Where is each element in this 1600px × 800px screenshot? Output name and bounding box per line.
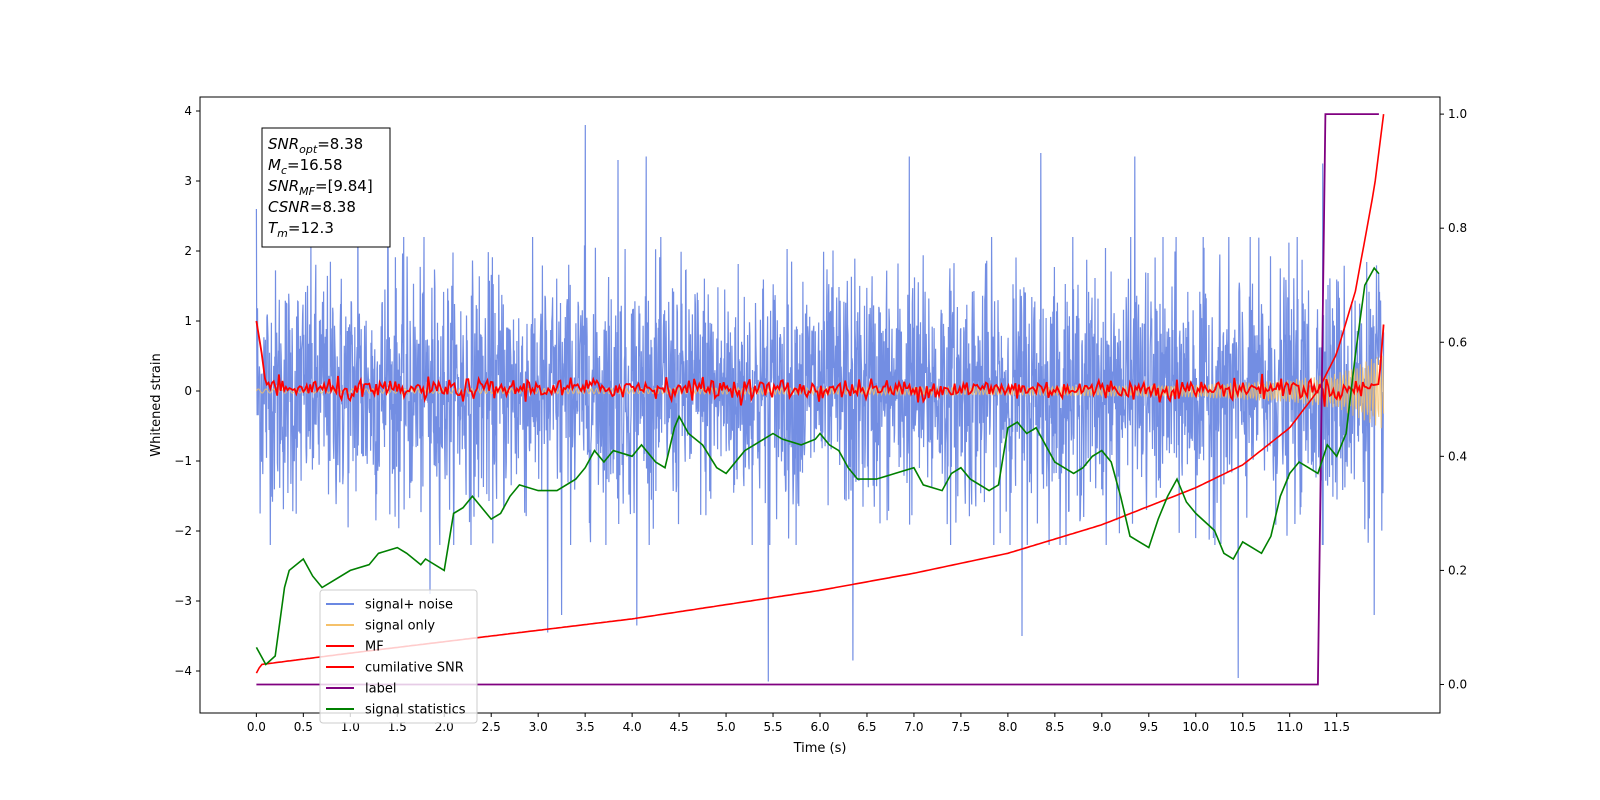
legend-entry-label: signal+ noise bbox=[365, 598, 453, 613]
y-tick-label: −1 bbox=[174, 454, 192, 468]
x-tick-label: 11.0 bbox=[1276, 720, 1303, 734]
legend-entry-label: MF bbox=[365, 640, 384, 655]
legend-entry-label: signal only bbox=[365, 619, 435, 634]
legend-entry-label: label bbox=[365, 682, 396, 697]
y-tick-label: 3 bbox=[184, 174, 192, 188]
x-tick-label: 7.5 bbox=[951, 720, 970, 734]
x-tick-label: 5.0 bbox=[717, 720, 736, 734]
x-tick-label: 4.0 bbox=[623, 720, 642, 734]
legend-frame bbox=[319, 589, 478, 724]
y2-tick-label: 0.6 bbox=[1448, 335, 1467, 349]
metrics-annotation-box: SNRopt=8.38Mc=16.58SNRMF=[9.84]CSNR=8.38… bbox=[261, 127, 391, 248]
y-tick-label: −3 bbox=[174, 594, 192, 608]
x-tick-label: 10.5 bbox=[1229, 720, 1256, 734]
y-tick-label: 0 bbox=[184, 384, 192, 398]
y-tick-label: −2 bbox=[174, 524, 192, 538]
y2-tick-label: 0.2 bbox=[1448, 563, 1467, 577]
y-axis-label: Whitened strain bbox=[149, 353, 164, 456]
annotation-frame bbox=[261, 127, 391, 248]
x-tick-label: 0.5 bbox=[294, 720, 313, 734]
legend-entry-label: cumilative SNR bbox=[365, 661, 464, 676]
y2-tick-label: 1.0 bbox=[1448, 107, 1467, 121]
x-tick-label: 4.5 bbox=[670, 720, 689, 734]
x-tick-label: 3.0 bbox=[529, 720, 548, 734]
legend-entry-label: signal statistics bbox=[365, 703, 466, 718]
x-tick-label: 2.5 bbox=[482, 720, 501, 734]
x-tick-label: 8.5 bbox=[1045, 720, 1064, 734]
series-mf-line bbox=[255, 320, 1385, 407]
x-tick-label: 5.5 bbox=[763, 720, 782, 734]
legend: signal+ noise signal only MF cumilative SNR… bbox=[319, 589, 478, 724]
y-tick-label: 2 bbox=[184, 244, 192, 258]
y-tick-label: 1 bbox=[184, 314, 192, 328]
y2-tick-label: 0.0 bbox=[1448, 677, 1467, 691]
annotation-line: Mc=16.58 bbox=[268, 156, 343, 177]
series-label-line bbox=[256, 113, 1379, 686]
x-tick-label: 9.0 bbox=[1092, 720, 1111, 734]
y2-tick-label: 0.8 bbox=[1448, 221, 1467, 235]
x-tick-label: 8.0 bbox=[998, 720, 1017, 734]
x-tick-label: 6.0 bbox=[810, 720, 829, 734]
x-tick-label: 9.5 bbox=[1139, 720, 1158, 734]
annotation-line: CSNR=8.38 bbox=[268, 198, 356, 216]
x-tick-label: 11.5 bbox=[1323, 720, 1350, 734]
annotation-line: SNRopt=8.38 bbox=[268, 135, 363, 156]
x-tick-label: 3.5 bbox=[576, 720, 595, 734]
x-axis-label: Time (s) bbox=[793, 741, 847, 756]
x-tick-label: 7.0 bbox=[904, 720, 923, 734]
annotation-line: Tm=12.3 bbox=[268, 219, 334, 240]
y2-tick-label: 0.4 bbox=[1448, 449, 1467, 463]
series-signal-statistics-line bbox=[255, 266, 1380, 666]
y-tick-label: 4 bbox=[184, 104, 192, 118]
x-tick-label: 6.5 bbox=[857, 720, 876, 734]
x-tick-label: 10.0 bbox=[1182, 720, 1209, 734]
y-tick-label: −4 bbox=[174, 664, 192, 678]
annotation-line: SNRMF=[9.84] bbox=[268, 177, 373, 198]
x-tick-label: 0.0 bbox=[247, 720, 266, 734]
